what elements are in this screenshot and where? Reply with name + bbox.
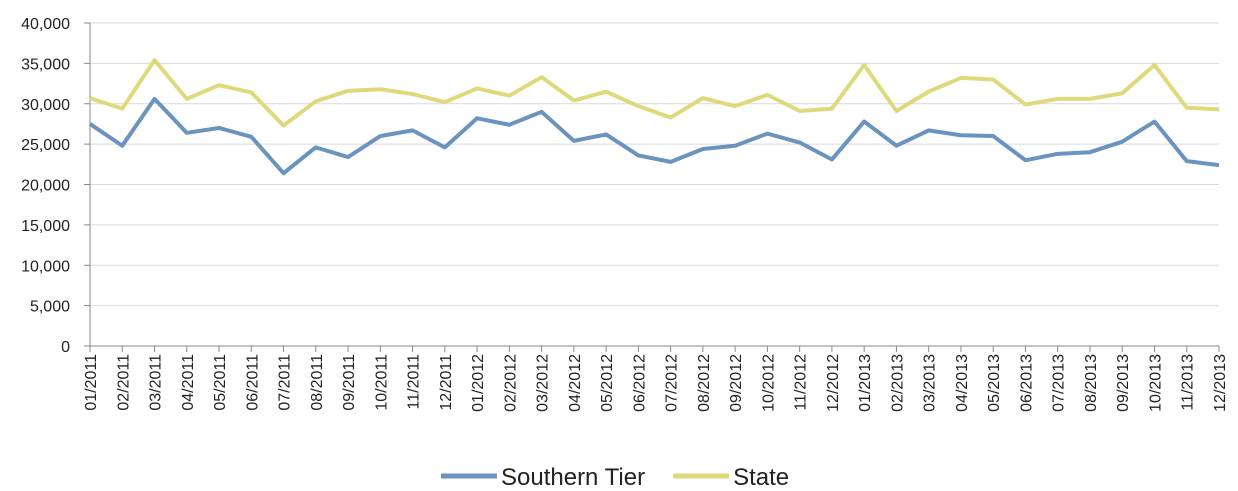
x-tick-label: 02/2012	[502, 354, 519, 412]
x-tick-label: 12/2011	[438, 354, 455, 411]
legend-item: Southern Tier	[441, 464, 645, 491]
x-tick-label: 11/2013	[1180, 354, 1197, 411]
x-tick-label: 09/2013	[1115, 354, 1132, 412]
series-line	[88, 96, 1220, 176]
x-tick-label: 09/2012	[728, 354, 745, 412]
x-tick-label: 01/2012	[470, 354, 487, 412]
x-tick-label: 06/2013	[1018, 354, 1035, 412]
x-tick-label: 08/2013	[1083, 354, 1100, 412]
x-tick-label: 07/2013	[1051, 354, 1068, 412]
x-tick-label: 11/2012	[793, 354, 810, 411]
x-tick-label: 12/2013	[1212, 354, 1229, 412]
y-tick-label: 20,000	[21, 178, 70, 195]
legend-label: State	[733, 464, 789, 491]
x-tick-label: 05/2011	[212, 354, 229, 411]
y-tick-label: 40,000	[21, 16, 70, 33]
x-tick-label: 04/2011	[180, 354, 197, 411]
y-tick-label: 35,000	[21, 56, 70, 73]
x-tick-label: 10/2011	[373, 354, 390, 411]
x-tick-label: 11/2011	[406, 354, 423, 410]
x-tick-label: 01/2011	[83, 354, 100, 411]
y-tick-label: 10,000	[21, 258, 70, 275]
x-tick-label: 07/2012	[664, 354, 681, 412]
x-tick-label: 10/2013	[1147, 354, 1164, 412]
x-tick-label: 03/2012	[535, 354, 552, 412]
y-tick-label: 5,000	[30, 299, 70, 316]
x-tick-label: 08/2012	[696, 354, 713, 412]
x-tick-label: 06/2012	[631, 354, 648, 412]
y-tick-label: 30,000	[21, 97, 70, 114]
y-tick-label: 25,000	[21, 137, 70, 154]
x-tick-label: 03/2013	[922, 354, 939, 412]
x-tick-label: 10/2012	[760, 354, 777, 412]
x-tick-label: 01/2013	[857, 354, 874, 412]
legend-item: State	[673, 464, 789, 491]
x-tick-label: 02/2011	[115, 354, 132, 411]
x-tick-label: 05/2012	[599, 354, 616, 412]
y-tick-label: 0	[61, 339, 70, 356]
x-tick-label: 03/2011	[148, 354, 165, 411]
x-tick-label: 04/2012	[567, 354, 584, 412]
x-tick-label: 09/2011	[341, 354, 358, 411]
x-tick-label: 06/2011	[244, 354, 261, 411]
x-tick-label: 05/2013	[986, 354, 1003, 412]
x-tick-label: 04/2013	[954, 354, 971, 412]
x-tick-label: 08/2011	[309, 354, 326, 411]
y-tick-label: 15,000	[21, 218, 70, 235]
x-tick-label: 07/2011	[277, 354, 294, 411]
x-tick-label: 12/2012	[825, 354, 842, 412]
legend-label: Southern Tier	[501, 464, 645, 491]
series-line	[89, 58, 1220, 128]
x-tick-label: 02/2013	[889, 354, 906, 412]
